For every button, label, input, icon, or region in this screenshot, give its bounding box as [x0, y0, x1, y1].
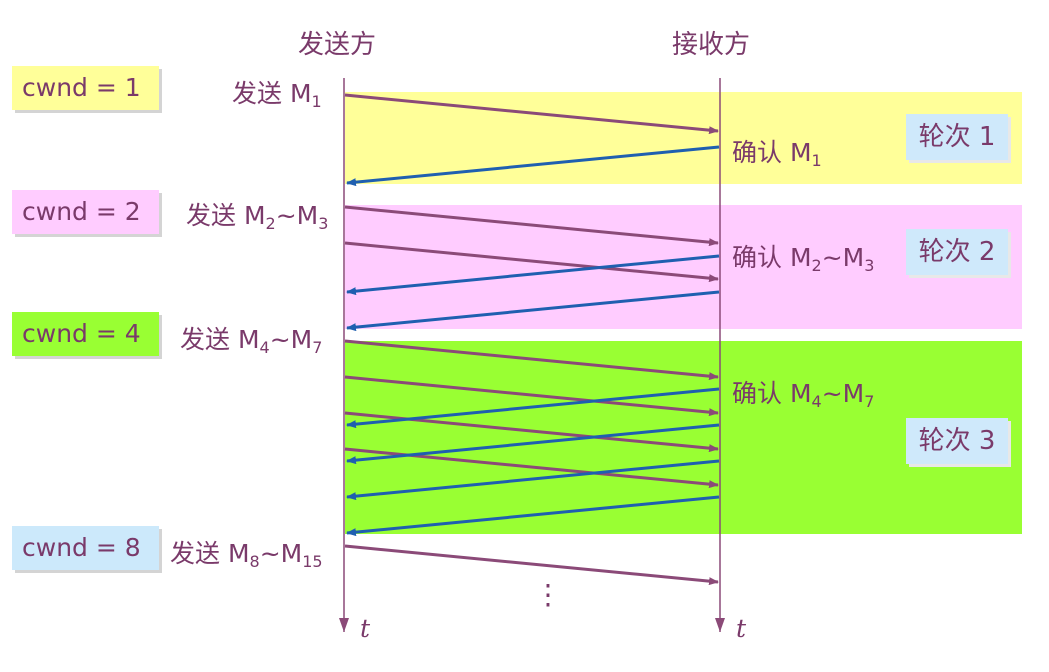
cwnd-box-1: cwnd = 1 [12, 66, 159, 110]
cwnd-box-8: cwnd = 8 [12, 526, 159, 570]
receiver-header: 接收方 [672, 30, 751, 60]
ack-arrow [346, 387, 720, 429]
receiver-time-label: t [736, 614, 747, 643]
ack-arrow [346, 423, 720, 465]
round-label-1: 轮次 1 [906, 114, 1008, 160]
sender-time-label: t [360, 614, 371, 643]
send-label-4: 发送 M8~M15 [170, 539, 323, 571]
ack-label-2: 确认 M2~M3 [732, 243, 875, 275]
send-arrow [344, 205, 719, 247]
ack-arrow [346, 290, 720, 332]
send-arrow [344, 375, 719, 417]
round-label-3: 轮次 3 [906, 418, 1008, 464]
send-label-3: 发送 M4~M7 [180, 325, 323, 357]
ack-arrow [346, 495, 720, 537]
ack-label-3: 确认 M4~M7 [732, 379, 875, 411]
send-label-1: 发送 M1 [232, 79, 322, 111]
send-arrow [344, 241, 719, 283]
sender-header: 发送方 [298, 30, 377, 60]
cwnd-box-2: cwnd = 2 [12, 190, 159, 234]
ellipsis-indicator: ⋮ [534, 578, 562, 611]
send-arrow [344, 544, 719, 586]
ack-arrow [346, 145, 720, 187]
send-arrow [344, 93, 719, 135]
ack-label-1: 确认 M1 [732, 138, 822, 170]
ack-arrow [346, 459, 720, 501]
cwnd-box-4: cwnd = 4 [12, 312, 159, 356]
round-label-2: 轮次 2 [906, 229, 1008, 275]
send-label-2: 发送 M2~M3 [186, 201, 329, 233]
ack-arrow [346, 254, 720, 296]
send-arrow [344, 339, 719, 381]
